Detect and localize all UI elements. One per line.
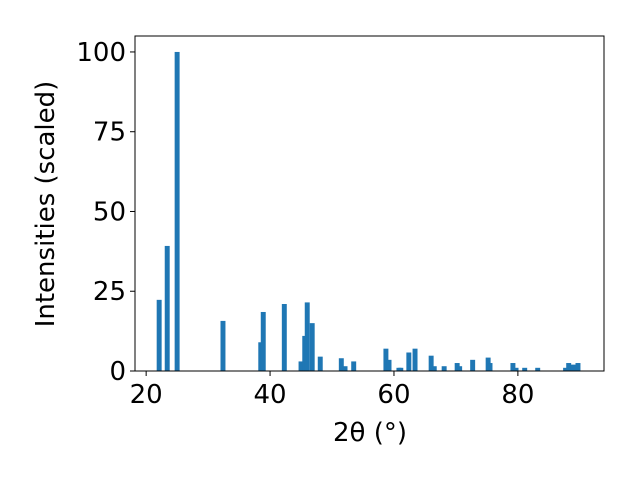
y-tick-label: 50 bbox=[93, 197, 126, 227]
bar bbox=[412, 348, 418, 371]
bar bbox=[457, 366, 463, 371]
bar bbox=[522, 367, 528, 371]
bar bbox=[406, 352, 412, 371]
bar bbox=[351, 361, 357, 371]
bar bbox=[570, 364, 576, 371]
plot-frame bbox=[134, 35, 605, 372]
x-tick-label: 60 bbox=[377, 380, 410, 410]
bar bbox=[575, 363, 581, 371]
bar bbox=[566, 363, 572, 371]
y-tick-label: 75 bbox=[93, 118, 126, 148]
y-tick-label: 0 bbox=[109, 357, 126, 387]
bar bbox=[513, 367, 519, 371]
bar bbox=[487, 363, 493, 371]
x-tick-label: 40 bbox=[254, 380, 287, 410]
bar bbox=[220, 320, 226, 371]
x-axis-label: 2θ (°) bbox=[333, 418, 407, 448]
bar bbox=[535, 367, 541, 371]
bar bbox=[428, 355, 434, 371]
bar bbox=[174, 51, 180, 371]
bar bbox=[304, 302, 310, 371]
bar bbox=[510, 363, 516, 371]
bar bbox=[386, 359, 392, 371]
y-tick-label: 25 bbox=[93, 277, 126, 307]
bar bbox=[431, 366, 437, 371]
bar bbox=[298, 361, 304, 371]
bar bbox=[338, 358, 344, 371]
bar bbox=[281, 304, 287, 371]
bar bbox=[156, 299, 162, 371]
y-axis-label: Intensities (scaled) bbox=[31, 81, 61, 328]
bar bbox=[383, 348, 389, 371]
x-tick-label: 80 bbox=[501, 380, 534, 410]
bar bbox=[563, 367, 569, 371]
bar bbox=[260, 311, 266, 371]
x-tick-label: 20 bbox=[130, 380, 163, 410]
bar bbox=[309, 323, 315, 371]
bar bbox=[164, 245, 170, 371]
bar bbox=[441, 366, 447, 371]
bar bbox=[398, 367, 404, 371]
bar bbox=[317, 356, 323, 371]
y-tick-label: 100 bbox=[76, 38, 126, 68]
bar bbox=[470, 359, 476, 371]
bar bbox=[342, 366, 348, 371]
